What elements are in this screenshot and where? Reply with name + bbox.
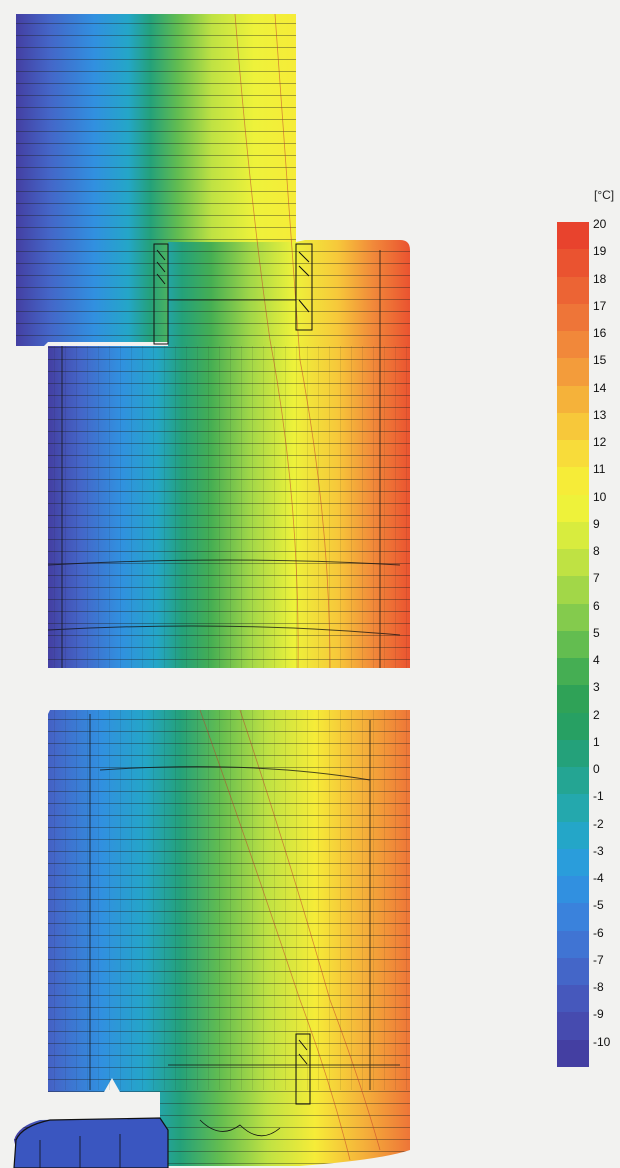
legend-swatch <box>557 876 589 904</box>
gasket-lower <box>295 1033 311 1105</box>
legend-tick-label: -7 <box>593 952 604 967</box>
legend-swatch <box>557 1039 589 1067</box>
legend-tick-label: 6 <box>593 598 600 613</box>
legend-tick-label: -9 <box>593 1007 604 1022</box>
legend-swatch <box>557 739 589 767</box>
legend-tick-label: 1 <box>593 734 600 749</box>
legend-swatch <box>557 630 589 658</box>
legend-tick-label: -10 <box>593 1034 611 1049</box>
legend-swatch <box>557 985 589 1013</box>
legend-swatch <box>557 276 589 304</box>
legend-swatch <box>557 685 589 713</box>
legend-tick-label: 20 <box>593 217 607 231</box>
legend-tick-label: 9 <box>593 516 600 531</box>
profile-contours <box>47 250 401 1090</box>
flux-lines-lower <box>50 710 410 1090</box>
legend-tick-label: 18 <box>593 271 607 286</box>
legend-tick-label: -5 <box>593 898 604 913</box>
legend-tick-label: 11 <box>593 462 606 477</box>
legend-tick-label: 16 <box>593 326 607 340</box>
legend-tick-label: 5 <box>593 625 600 640</box>
legend-tick-label: -2 <box>593 816 604 831</box>
legend-swatch <box>557 603 589 631</box>
temperature-legend-labels: 20 19 18 17 16 15 14 13 12 11 10 9 8 7 6 5 4 3 2 1 0 -1 -2 -3 -4… <box>593 217 620 1065</box>
legend-swatch <box>557 494 589 522</box>
legend-tick-label: 4 <box>593 653 600 667</box>
sill-chambers <box>39 1119 281 1168</box>
flux-lines-upper <box>48 346 410 668</box>
legend-tick-label: -3 <box>593 843 604 858</box>
legend-tick-label: 3 <box>593 680 600 695</box>
legend-swatch <box>557 576 589 604</box>
legend-swatch <box>557 658 589 686</box>
legend-tick-label: 12 <box>593 435 607 449</box>
legend-swatch <box>557 767 589 795</box>
legend-tick-label: 7 <box>593 571 600 586</box>
legend-tick-label: 0 <box>593 762 600 776</box>
legend-swatch <box>557 930 589 958</box>
legend-tick-label: 15 <box>593 353 607 368</box>
legend-tick-label: -6 <box>593 925 604 940</box>
sill-profile <box>13 1117 169 1168</box>
legend-swatch <box>557 821 589 849</box>
legend-tick-label: 2 <box>593 707 600 722</box>
legend-swatch <box>557 467 589 495</box>
legend-swatch <box>557 712 589 740</box>
temperature-legend-bar <box>557 222 589 1067</box>
legend-tick-label: 8 <box>593 544 600 558</box>
gasket-upper-left <box>153 243 169 345</box>
legend-swatch <box>557 331 589 359</box>
legend-swatch <box>557 358 589 386</box>
legend-swatch <box>557 440 589 468</box>
legend-tick-label: -1 <box>593 789 604 804</box>
legend-unit-label: [°C] <box>594 188 615 202</box>
legend-tick-label: 14 <box>593 380 607 395</box>
legend-tick-label: 17 <box>593 298 607 313</box>
legend-swatch <box>557 222 589 250</box>
isolines-upper-top <box>16 14 296 346</box>
legend-tick-label: 13 <box>593 407 607 422</box>
legend-swatch <box>557 848 589 876</box>
isotherm-curves <box>199 13 381 1161</box>
gasket-upper-right <box>295 243 313 331</box>
legend-swatch <box>557 794 589 822</box>
legend-swatch <box>557 1012 589 1040</box>
legend-swatch <box>557 903 589 931</box>
legend-tick-label: 19 <box>593 244 607 259</box>
legend-swatch <box>557 385 589 413</box>
legend-tick-label: 10 <box>593 489 607 504</box>
legend-swatch <box>557 412 589 440</box>
legend-swatch <box>557 549 589 577</box>
legend-swatch <box>557 957 589 985</box>
legend-tick-label: -8 <box>593 980 604 994</box>
legend-swatch <box>557 521 589 549</box>
legend-swatch <box>557 303 589 331</box>
legend-tick-label: -4 <box>593 871 604 885</box>
legend-swatch <box>557 249 589 277</box>
